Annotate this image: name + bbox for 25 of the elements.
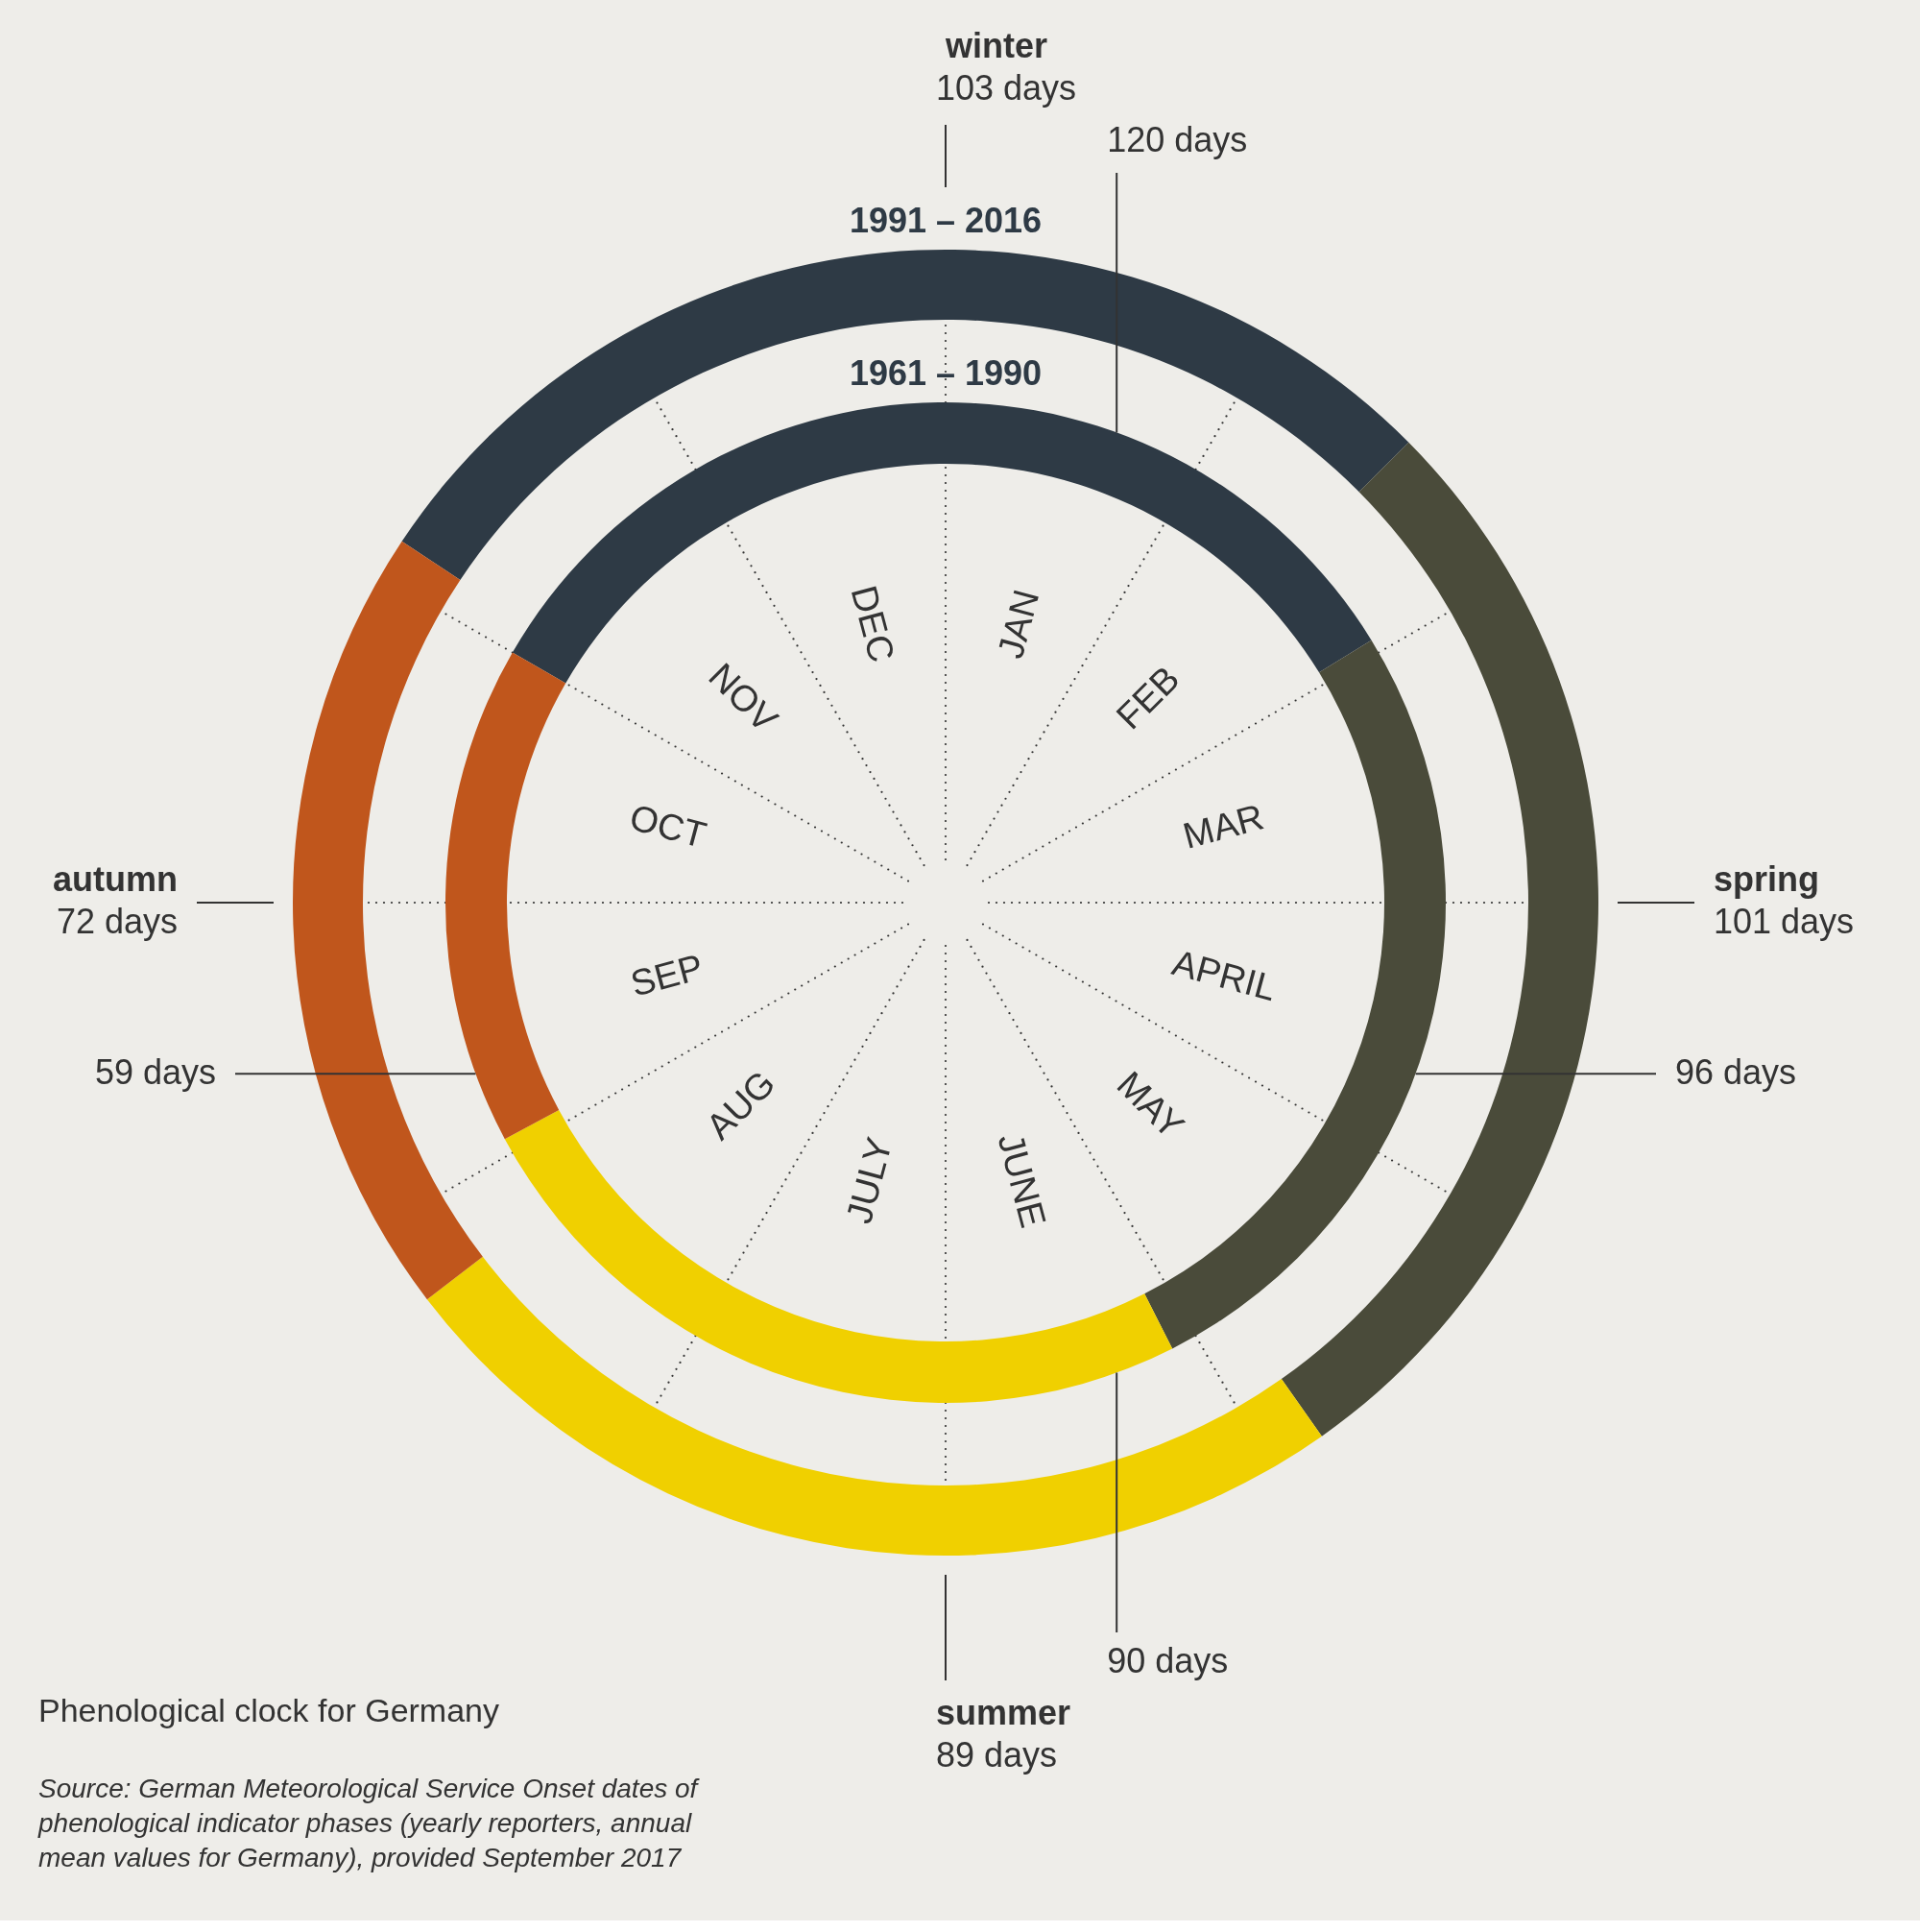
slice-label: winter [945,26,1048,65]
slice-label: summer [936,1693,1071,1732]
text: MAR [1179,796,1268,857]
data-label: 59 days [94,1052,216,1093]
text: Phenological clock for Germany [38,1692,500,1728]
slice-label: autumn [53,859,178,899]
text: OCT [625,796,710,857]
text: FEB [1108,658,1188,737]
text: APRIL [1167,942,1281,1009]
slice-label: spring [1714,859,1820,899]
text: SEP [626,946,708,1004]
slice-label: 1961 – 1990 [849,353,1043,393]
text: JAN [990,585,1047,663]
data-label: 101 days [1714,902,1855,941]
text: DEC [843,581,902,666]
text: JUNE [990,1128,1054,1232]
slice-label: 1991 – 2016 [849,201,1043,240]
data-label: 103 days [936,68,1077,108]
source-note: Source: German Meteorological Service Onset dates of phenological indicator phases (yearly reporters, annual mean values for Germany), provided September 2017 [37,1774,701,1872]
text: JULY [838,1133,900,1228]
data-label: 96 days [1675,1052,1797,1093]
data-label: 90 days [1107,1641,1229,1680]
data-label: 120 days [1107,120,1248,159]
data-label: 89 days [936,1735,1058,1775]
data-label: 72 days [56,902,178,941]
